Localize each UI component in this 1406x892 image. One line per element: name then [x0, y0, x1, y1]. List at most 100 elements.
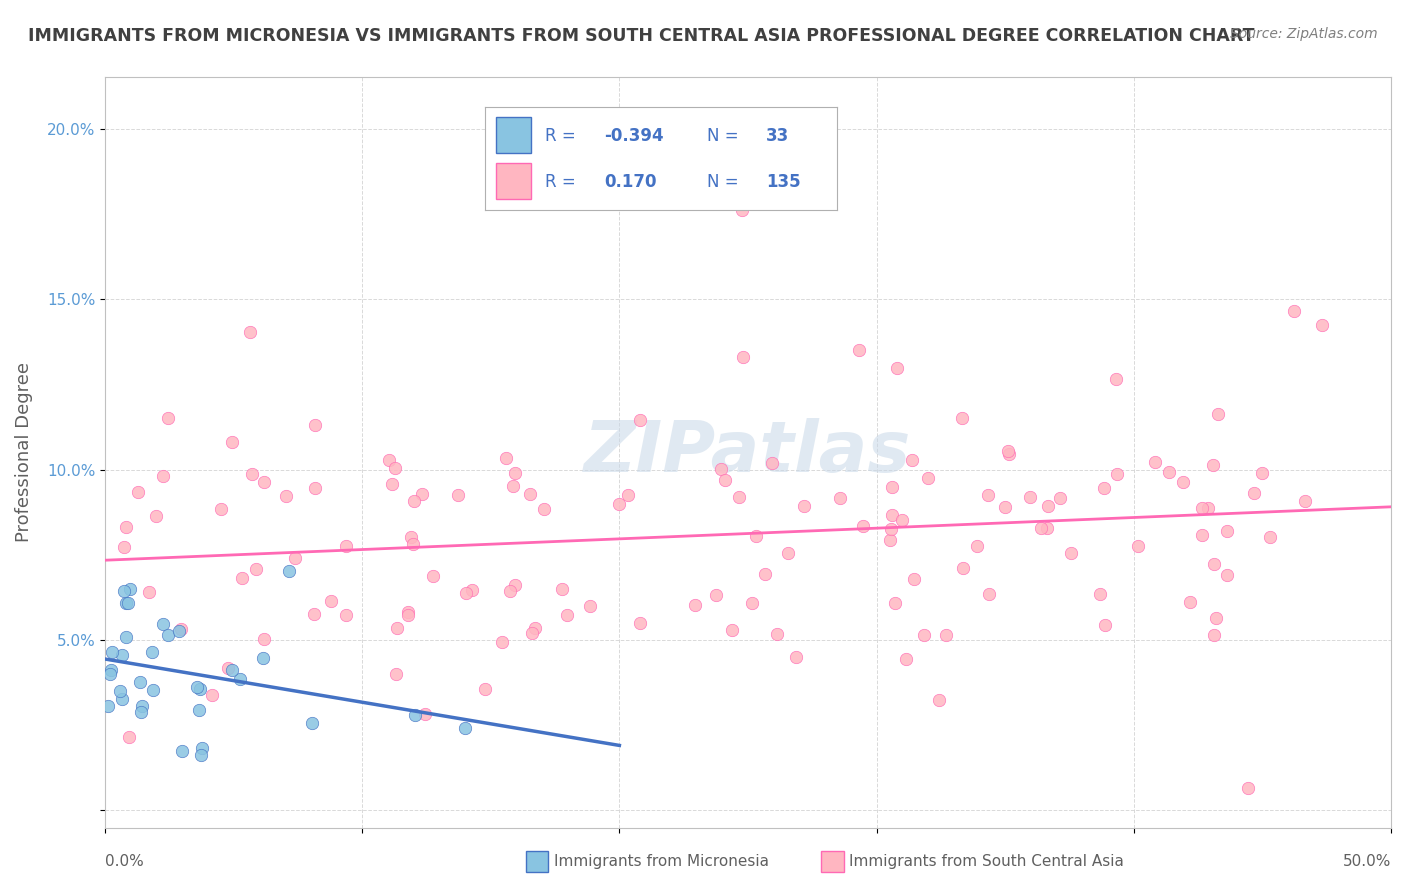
- Point: [127, 484, 149, 499]
- Point: [111, 692, 134, 706]
- Point: [952, 561, 974, 575]
- Point: [1202, 628, 1225, 642]
- Point: [402, 494, 425, 508]
- Point: [221, 435, 243, 450]
- Point: [928, 693, 950, 707]
- Point: [129, 705, 152, 719]
- Point: [274, 489, 297, 503]
- Point: [1236, 780, 1258, 795]
- Point: [721, 624, 744, 638]
- Point: [1059, 546, 1081, 560]
- Point: [1049, 491, 1071, 505]
- Point: [903, 572, 925, 586]
- Bar: [495, 118, 531, 153]
- Point: [229, 672, 252, 686]
- Point: [523, 621, 546, 635]
- Point: [190, 748, 212, 763]
- Point: [502, 478, 524, 492]
- Point: [1038, 499, 1060, 513]
- Point: [118, 730, 141, 744]
- Point: [1206, 407, 1229, 421]
- Point: [129, 674, 152, 689]
- Point: [138, 585, 160, 599]
- Point: [319, 594, 342, 608]
- Point: [617, 488, 640, 502]
- Point: [187, 703, 209, 717]
- Point: [100, 663, 122, 677]
- Point: [304, 607, 326, 621]
- Point: [239, 326, 262, 340]
- Point: [977, 487, 1000, 501]
- Point: [628, 616, 651, 631]
- Point: [607, 497, 630, 511]
- Point: [1202, 557, 1225, 571]
- Point: [880, 480, 903, 494]
- Text: 50.0%: 50.0%: [1343, 855, 1391, 870]
- Point: [891, 513, 914, 527]
- Point: [880, 522, 903, 536]
- Point: [301, 715, 323, 730]
- Point: [1178, 594, 1201, 608]
- Point: [461, 583, 484, 598]
- Text: 135: 135: [766, 173, 801, 191]
- Point: [935, 628, 957, 642]
- Point: [253, 475, 276, 489]
- Point: [404, 707, 426, 722]
- Point: [1128, 539, 1150, 553]
- Point: [201, 688, 224, 702]
- Point: [793, 499, 815, 513]
- Point: [1201, 458, 1223, 473]
- Point: [1036, 521, 1059, 535]
- Point: [1029, 521, 1052, 535]
- Point: [277, 564, 299, 578]
- Point: [886, 361, 908, 376]
- Point: [191, 740, 214, 755]
- Point: [1243, 485, 1265, 500]
- Point: [828, 491, 851, 506]
- Point: [1282, 304, 1305, 318]
- Point: [533, 502, 555, 516]
- Point: [950, 411, 973, 425]
- Point: [1092, 481, 1115, 495]
- Point: [217, 660, 239, 674]
- Point: [115, 520, 138, 534]
- Point: [381, 477, 404, 491]
- Text: Source: ZipAtlas.com: Source: ZipAtlas.com: [1230, 27, 1378, 41]
- Point: [714, 474, 737, 488]
- Point: [900, 452, 922, 467]
- Point: [704, 588, 727, 602]
- Point: [101, 645, 124, 659]
- Point: [112, 584, 135, 599]
- Point: [304, 481, 326, 495]
- Point: [378, 453, 401, 467]
- Point: [851, 519, 873, 533]
- Point: [396, 607, 419, 622]
- Point: [240, 467, 263, 482]
- Point: [422, 569, 444, 583]
- Point: [966, 539, 988, 553]
- Point: [778, 546, 800, 560]
- Point: [415, 706, 437, 721]
- Point: [186, 681, 208, 695]
- Text: R =: R =: [544, 127, 581, 145]
- Point: [245, 562, 267, 576]
- Point: [998, 447, 1021, 461]
- Point: [221, 664, 243, 678]
- Point: [683, 598, 706, 612]
- Point: [454, 721, 477, 735]
- Point: [1105, 372, 1128, 386]
- Point: [519, 487, 541, 501]
- Text: Immigrants from South Central Asia: Immigrants from South Central Asia: [849, 855, 1125, 869]
- Point: [98, 666, 121, 681]
- Point: [384, 461, 406, 475]
- Point: [894, 652, 917, 666]
- Point: [555, 607, 578, 622]
- Point: [387, 622, 409, 636]
- Point: [112, 540, 135, 554]
- Text: -0.394: -0.394: [605, 127, 664, 145]
- Point: [411, 487, 433, 501]
- Point: [253, 632, 276, 647]
- Point: [110, 684, 132, 698]
- Text: N =: N =: [706, 173, 744, 191]
- Point: [111, 648, 134, 663]
